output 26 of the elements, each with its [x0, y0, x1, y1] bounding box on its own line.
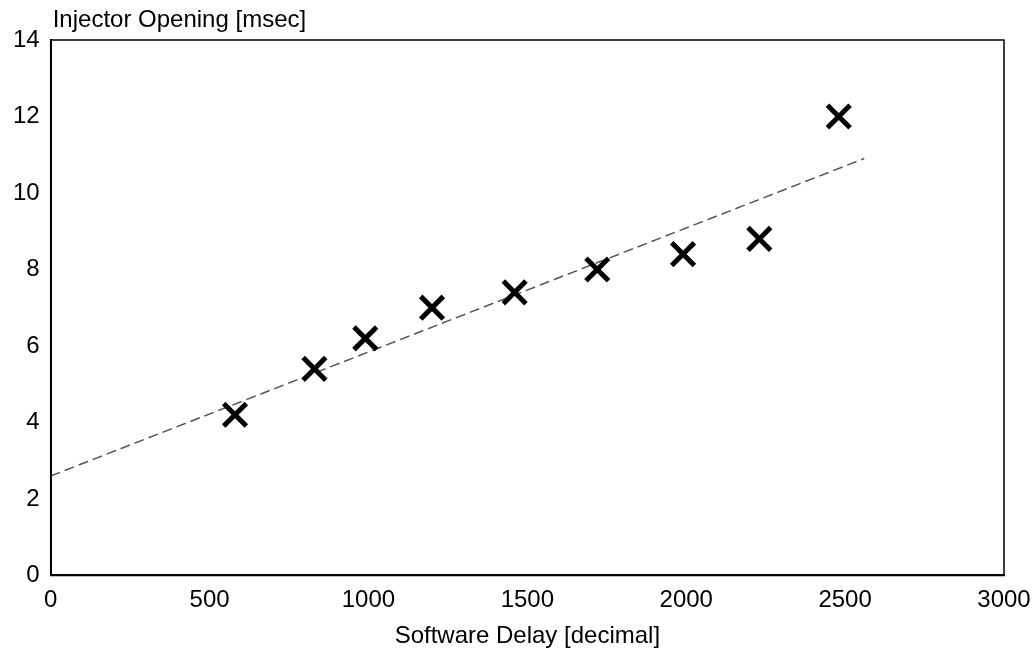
point: [300, 355, 329, 383]
point: [418, 293, 446, 322]
y-axis-title: Injector Opening [msec]: [52, 4, 307, 32]
y-tick-label: 6: [26, 330, 40, 358]
x-tick-label: 500: [189, 585, 230, 613]
point: [669, 240, 697, 268]
x-tick-label: 1000: [341, 585, 396, 613]
y-tick-label: 8: [26, 254, 40, 282]
x-tick-label: 0: [44, 585, 58, 613]
y-tick-label: 14: [12, 24, 40, 52]
x-tick-label: 1500: [500, 585, 555, 613]
point: [351, 324, 380, 353]
point: [824, 102, 853, 131]
point: [745, 225, 774, 253]
y-tick-label: 10: [12, 177, 40, 205]
x-tick-label: 2000: [659, 585, 713, 613]
x-tick-label: 2500: [818, 585, 872, 613]
y-tick-label: 2: [26, 483, 40, 511]
point: [500, 278, 529, 307]
y-tick-label: 4: [26, 407, 40, 435]
x-tick-label: 3000: [977, 585, 1031, 613]
point: [221, 400, 249, 429]
x-axis-title: Software Delay [decimal]: [394, 621, 661, 649]
point: [583, 255, 612, 284]
y-tick-label: 0: [26, 560, 40, 588]
y-tick-label: 12: [12, 101, 40, 129]
